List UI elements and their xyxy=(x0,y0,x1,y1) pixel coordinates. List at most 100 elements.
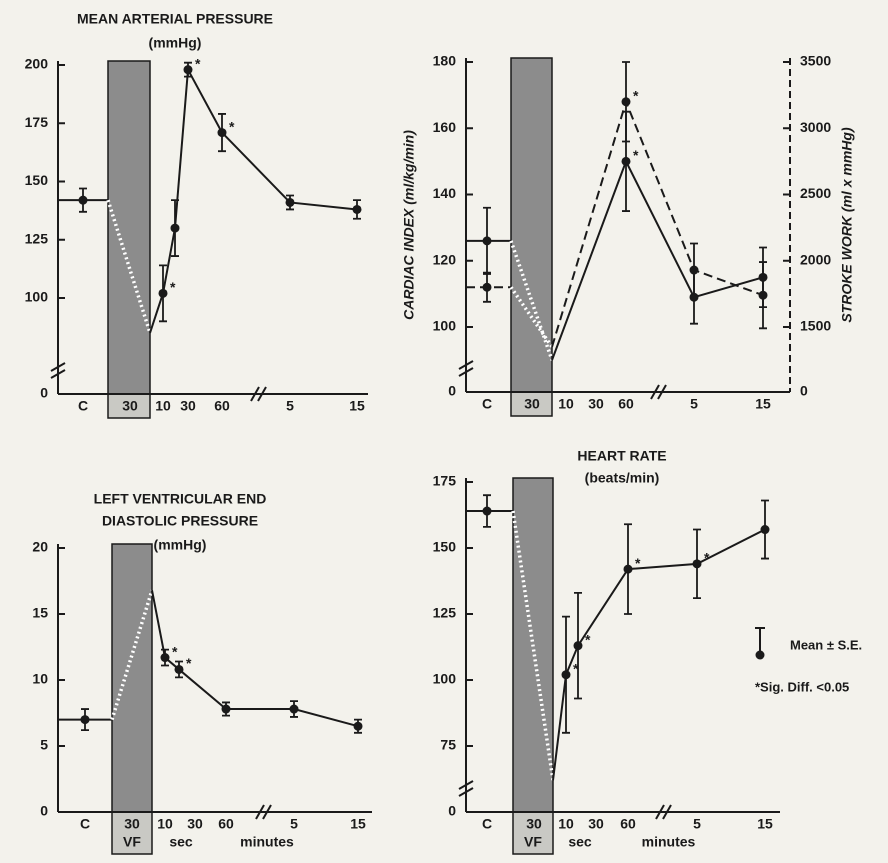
legend-sig-label: *Sig. Diff. <0.05 xyxy=(755,679,849,694)
legend-error-label: Mean ± S.E. xyxy=(790,637,862,652)
significance-mark: * xyxy=(585,631,591,647)
x-tick-label: 60 xyxy=(618,396,634,412)
x-axis-break xyxy=(250,386,260,402)
data-point xyxy=(760,525,770,535)
x-tick-label: 5 xyxy=(690,396,698,412)
x-axis-break xyxy=(650,384,660,400)
significance-mark: * xyxy=(229,118,235,134)
x-tick-label: 30 xyxy=(124,816,140,832)
significance-mark: * xyxy=(172,643,178,659)
x-tick-label: C xyxy=(482,396,492,412)
y-tick-label: 120 xyxy=(433,251,457,267)
chart-title: LEFT VENTRICULAR END xyxy=(94,491,267,507)
x-tick-label: 10 xyxy=(558,396,574,412)
data-point xyxy=(482,506,492,516)
significance-mark: * xyxy=(195,55,201,71)
y2-tick-label: 0 xyxy=(800,383,808,399)
vf-label-box xyxy=(107,393,151,419)
x-tick-label: 10 xyxy=(155,398,171,414)
data-point xyxy=(758,290,768,300)
data-point xyxy=(285,197,295,207)
vf-band xyxy=(107,60,151,395)
x-tick-label: 30 xyxy=(588,396,604,412)
data-point xyxy=(621,97,631,107)
significance-mark: * xyxy=(633,87,639,103)
y-tick-label: 140 xyxy=(433,185,457,201)
x-group-label: minutes xyxy=(642,834,696,850)
x-group-label: sec xyxy=(169,834,193,850)
y-axis-break xyxy=(458,367,474,377)
x-tick-label: 60 xyxy=(218,816,234,832)
chart-title: MEAN ARTERIAL PRESSURE xyxy=(77,11,273,27)
x-tick-label: 15 xyxy=(349,398,365,414)
significance-mark: * xyxy=(186,655,192,671)
y-tick-label: 125 xyxy=(433,605,457,621)
x-tick-label: 30 xyxy=(187,816,203,832)
x-axis-break xyxy=(657,384,667,400)
y-tick-label: 180 xyxy=(433,53,457,69)
data-point xyxy=(174,664,184,674)
chart-title: (mmHg) xyxy=(154,537,207,553)
y-tick-label: 0 xyxy=(448,803,456,819)
y-tick-label: 0 xyxy=(40,803,48,819)
data-point xyxy=(289,704,299,714)
chart-title: (mmHg) xyxy=(149,35,202,51)
vf-dotted-segment xyxy=(106,199,152,334)
chart-title: (beats/min) xyxy=(585,470,660,486)
y-tick-label: 5 xyxy=(40,737,48,753)
data-point xyxy=(352,204,362,214)
x-tick-label: 10 xyxy=(558,816,574,832)
y-tick-label: 0 xyxy=(448,383,456,399)
vf-label-box xyxy=(111,811,153,855)
x-tick-label: 5 xyxy=(290,816,298,832)
vf-band xyxy=(512,477,554,813)
y-tick-label: 160 xyxy=(433,119,457,135)
vf-dotted-segment xyxy=(511,510,555,781)
data-point xyxy=(561,670,571,680)
y-tick-label: 100 xyxy=(25,289,49,305)
y-axis-break xyxy=(50,362,66,372)
y-tick-label: 100 xyxy=(433,318,457,334)
x-tick-label: 15 xyxy=(350,816,366,832)
series-line xyxy=(551,158,764,361)
x-tick-label: 5 xyxy=(286,398,294,414)
vf-label-box xyxy=(512,811,554,855)
y-axis-break xyxy=(458,360,474,370)
x-axis-break xyxy=(662,804,672,820)
y-axis-break xyxy=(50,369,66,379)
x-tick-label: 30 xyxy=(526,816,542,832)
x-tick-label: 15 xyxy=(755,396,771,412)
x-tick-label: 15 xyxy=(757,816,773,832)
vf-band xyxy=(111,543,153,813)
series-line xyxy=(151,590,359,728)
data-point xyxy=(183,65,193,75)
vf-label-box xyxy=(510,391,553,417)
data-point xyxy=(623,564,633,574)
y-axis-break xyxy=(458,780,474,790)
data-point xyxy=(482,236,492,246)
y-tick-label: 175 xyxy=(433,473,457,489)
series-line xyxy=(551,98,764,348)
x-tick-label: 10 xyxy=(157,816,173,832)
y-axis-break xyxy=(458,787,474,797)
x-group-label: minutes xyxy=(240,834,294,850)
vf-dotted-segment xyxy=(509,240,554,361)
y-tick-label: 200 xyxy=(25,56,49,72)
y2-tick-label: 2000 xyxy=(800,251,831,267)
y2-tick-label: 3000 xyxy=(800,119,831,135)
y-tick-label: 20 xyxy=(32,539,48,555)
data-point xyxy=(482,282,492,292)
y2-tick-label: 2500 xyxy=(800,185,831,201)
data-point xyxy=(170,223,180,233)
x-axis-break xyxy=(262,804,272,820)
data-point xyxy=(353,721,363,731)
data-point xyxy=(158,288,168,298)
y-tick-label: 150 xyxy=(25,172,49,188)
x-axis-break xyxy=(255,804,265,820)
x-group-label: VF xyxy=(524,834,542,850)
x-axis-break xyxy=(257,386,267,402)
x-tick-label: 60 xyxy=(214,398,230,414)
series-line xyxy=(552,528,766,781)
data-point xyxy=(621,156,631,166)
data-point xyxy=(221,704,231,714)
